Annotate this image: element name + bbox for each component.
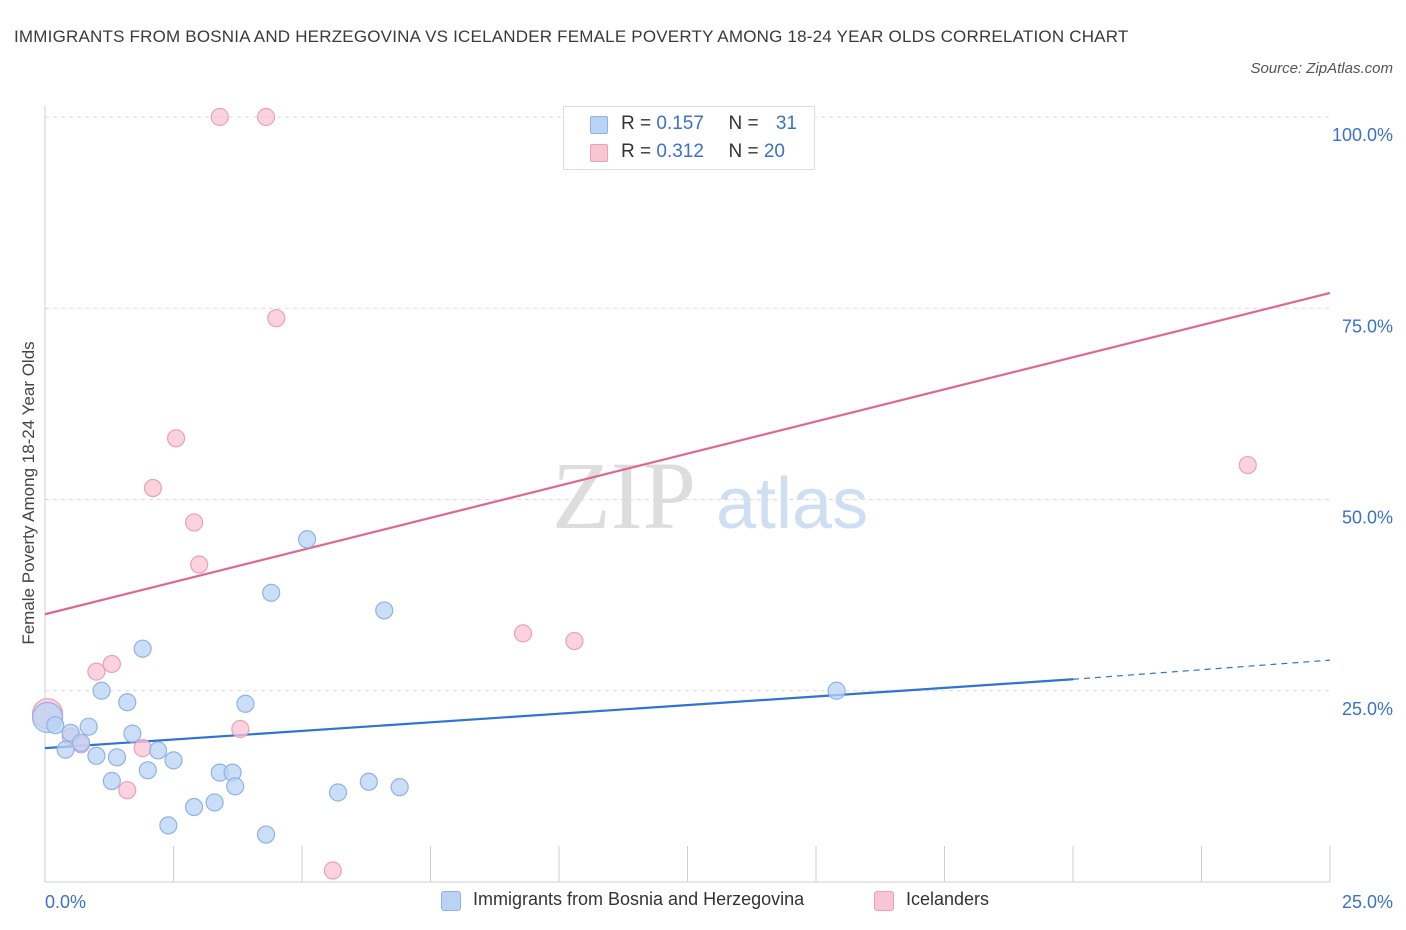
point-icelanders: [267, 309, 286, 328]
legend-r-label: R =: [621, 141, 657, 162]
series-swatch-pink: [874, 891, 894, 911]
legend-swatch-blue: [590, 116, 608, 134]
point-bosnia: [375, 601, 394, 620]
point-icelanders: [231, 719, 250, 739]
point-icelanders: [184, 513, 204, 532]
point-bosnia: [79, 717, 98, 736]
point-bosnia: [262, 583, 281, 602]
point-icelanders: [256, 107, 276, 127]
trend-line-icelanders: [44, 291, 1331, 616]
stats-legend: R = 0.157 N = 31 R = 0.312 N = 20: [563, 106, 815, 170]
y-tick-label: 100.0%: [1332, 125, 1393, 145]
source-label: Source: ZipAtlas.com: [1250, 60, 1393, 77]
legend-r-label: R =: [621, 113, 657, 134]
point-icelanders: [565, 631, 584, 651]
point-bosnia: [205, 793, 224, 812]
point-bosnia: [118, 693, 137, 712]
point-bosnia: [164, 751, 183, 770]
legend-n-value: 31: [775, 113, 797, 134]
point-icelanders: [118, 781, 137, 800]
point-bosnia: [138, 761, 157, 780]
point-bosnia: [56, 740, 75, 759]
watermark-atlas: atlas: [716, 464, 868, 544]
y-axis-label: Female Poverty Among 18-24 Year Olds: [19, 341, 38, 644]
legend-r-value: 0.157: [656, 113, 704, 134]
point-bosnia: [123, 724, 142, 743]
point-bosnia: [92, 681, 111, 700]
y-tick-label: 50.0%: [1342, 508, 1393, 528]
series-name-bosnia: Immigrants from Bosnia and Herzegovina: [473, 889, 805, 909]
point-icelanders: [210, 107, 229, 127]
grid-lines: [45, 116, 1330, 692]
point-bosnia: [107, 748, 127, 767]
point-bosnia: [71, 733, 91, 752]
watermark: ZIP atlas: [552, 442, 868, 549]
chart-title: IMMIGRANTS FROM BOSNIA AND HERZEGOVINA V…: [14, 27, 1129, 46]
legend-n-value: 20: [763, 141, 785, 162]
x-tick-label: 0.0%: [45, 892, 86, 912]
x-tick-label: 25.0%: [1342, 892, 1393, 912]
trend-lines: [44, 291, 1331, 750]
point-bosnia: [159, 816, 178, 835]
point-icelanders: [190, 555, 209, 574]
point-icelanders: [1238, 455, 1257, 475]
point-bosnia: [328, 783, 348, 802]
data-points: [31, 107, 1257, 880]
point-bosnia: [256, 825, 276, 844]
trend-line-bosnia-extension: [1072, 659, 1331, 680]
legend-n-label: N =: [728, 141, 764, 162]
legend-n-label: N =: [728, 113, 764, 134]
point-bosnia: [46, 716, 65, 735]
point-bosnia: [236, 694, 255, 713]
point-bosnia: [148, 741, 168, 760]
series-name-icelanders: Icelanders: [906, 889, 990, 909]
point-bosnia: [226, 777, 245, 796]
watermark-zip: ZIP: [552, 442, 696, 549]
y-tick-label: 25.0%: [1342, 699, 1393, 719]
point-bosnia: [390, 778, 409, 797]
point-icelanders: [513, 624, 533, 643]
tick-labels: 25.0% 50.0% 75.0% 100.0% 0.0% 25.0%: [45, 125, 1393, 912]
y-tick-label: 75.0%: [1342, 316, 1393, 336]
point-bosnia: [184, 797, 204, 817]
series-swatch-blue: [441, 891, 461, 911]
trend-line-bosnia: [44, 678, 1074, 750]
point-icelanders: [143, 478, 163, 498]
point-icelanders: [323, 861, 342, 880]
point-bosnia: [359, 772, 378, 791]
point-icelanders: [87, 662, 106, 681]
legend-swatch-pink: [590, 144, 608, 162]
point-icelanders: [102, 654, 121, 674]
point-icelanders: [166, 429, 186, 448]
axes: [44, 105, 1331, 883]
point-bosnia: [827, 681, 846, 700]
point-icelanders: [133, 739, 152, 758]
point-bosnia: [298, 530, 317, 549]
legend-r-value: 0.312: [656, 141, 704, 162]
point-bosnia: [133, 639, 152, 658]
point-bosnia: [102, 771, 121, 791]
point-bosnia: [87, 746, 106, 765]
